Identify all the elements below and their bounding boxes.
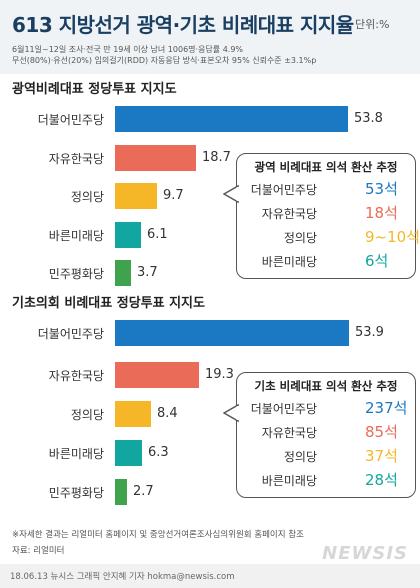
page-title: 613 지방선거 광역·기초 비례대표 지지율 — [12, 13, 354, 37]
category-label: 정의당 — [70, 190, 104, 204]
seat-value: 237석 — [365, 399, 408, 417]
bar — [115, 362, 199, 388]
bar — [115, 183, 157, 209]
seat-row: 자유한국당 18석 — [237, 202, 415, 224]
unit-label: 단위:% — [355, 18, 390, 31]
credit-bar: 18.06.13 뉴시스 그래픽 안지혜 기자 hokma@newsis.com — [0, 564, 420, 588]
data-label: 2.7 — [133, 484, 154, 499]
data-label: 53.8 — [354, 111, 383, 126]
survey-info: 6월11일~12일 조사·전국 만 19세 이상 남녀 1006명·응답률 4.… — [12, 44, 412, 66]
bar — [115, 260, 131, 286]
seat-row: 더불어민주당 237석 — [237, 397, 415, 419]
callout-title: 기초 비례대표 의석 환산 추정 — [254, 379, 398, 393]
seat-party-label: 바른미래당 — [261, 474, 317, 488]
seat-value: 9~10석 — [365, 228, 420, 246]
seat-row: 더불어민주당 53석 — [237, 178, 415, 200]
callout-pointer — [223, 185, 239, 204]
seat-party-label: 더불어민주당 — [250, 183, 317, 197]
seat-row: 자유한국당 85석 — [237, 421, 415, 443]
bar — [115, 222, 141, 248]
chart-title-1: 광역비례대표 정당투표 지지도 — [12, 82, 177, 97]
seat-party-label: 더불어민주당 — [250, 402, 317, 416]
data-label: 8.4 — [157, 406, 178, 421]
category-label: 더불어민주당 — [37, 113, 104, 127]
callout-pointer — [223, 404, 239, 423]
bar — [115, 106, 348, 132]
survey-line-1: 6월11일~12일 조사·전국 만 19세 이상 남녀 1006명·응답률 4.… — [12, 45, 244, 54]
source-label: 자료: 리얼미터 — [12, 546, 65, 556]
seat-party-label: 자유한국당 — [261, 426, 317, 440]
seat-value: 18석 — [365, 204, 398, 222]
category-label: 바른미래당 — [48, 229, 104, 243]
seat-party-label: 자유한국당 — [261, 207, 317, 221]
header: 613 지방선거 광역·기초 비례대표 지지율 단위:% 6월11일~12일 조… — [0, 0, 420, 74]
chart-title-2: 기초의회 비례대표 정당투표 지지도 — [12, 296, 205, 311]
seat-value: 53석 — [365, 180, 398, 198]
footnote: ※자세한 결과는 리얼미터 홈페이지 및 중앙선거여론조사심의위원회 홈페이지 … — [12, 530, 304, 540]
seat-party-label: 정의당 — [283, 231, 317, 245]
category-label: 더불어민주당 — [37, 327, 104, 341]
category-label: 자유한국당 — [48, 369, 104, 383]
data-label: 6.1 — [147, 227, 168, 242]
data-label: 19.3 — [205, 367, 234, 382]
data-label: 9.7 — [163, 188, 184, 203]
category-label: 바른미래당 — [48, 447, 104, 461]
category-label: 정의당 — [70, 408, 104, 422]
seat-value: 85석 — [365, 423, 398, 441]
bar — [115, 479, 127, 505]
seat-row: 정의당 9~10석 — [237, 226, 420, 248]
category-label: 자유한국당 — [48, 152, 104, 166]
seat-party-label: 바른미래당 — [261, 255, 317, 269]
data-label: 6.3 — [148, 445, 169, 460]
data-label: 53.9 — [355, 325, 384, 340]
bar — [115, 145, 196, 171]
data-label: 3.7 — [137, 265, 158, 280]
category-label: 민주평화당 — [48, 267, 104, 281]
callout-title: 광역 비례대표 의석 환산 추정 — [254, 160, 398, 174]
bar — [115, 320, 349, 346]
seat-row: 바른미래당 28석 — [237, 469, 415, 491]
bar — [115, 401, 151, 427]
data-label: 18.7 — [202, 150, 231, 165]
credit-text: 18.06.13 뉴시스 그래픽 안지혜 기자 hokma@newsis.com — [10, 572, 235, 582]
seat-value: 6석 — [365, 252, 389, 270]
newsis-logo: NEWSIS — [322, 543, 408, 564]
seat-party-label: 정의당 — [283, 450, 317, 464]
seat-row: 정의당 37석 — [237, 445, 415, 467]
seat-value: 28석 — [365, 471, 398, 489]
seat-row: 바른미래당 6석 — [237, 250, 415, 272]
category-label: 민주평화당 — [48, 486, 104, 500]
seat-value: 37석 — [365, 447, 398, 465]
survey-line-2: 무선(80%)·유선(20%) 임의걸기(RDD) 자동응답 방식·표본오차 9… — [12, 56, 317, 65]
bar — [115, 440, 142, 466]
